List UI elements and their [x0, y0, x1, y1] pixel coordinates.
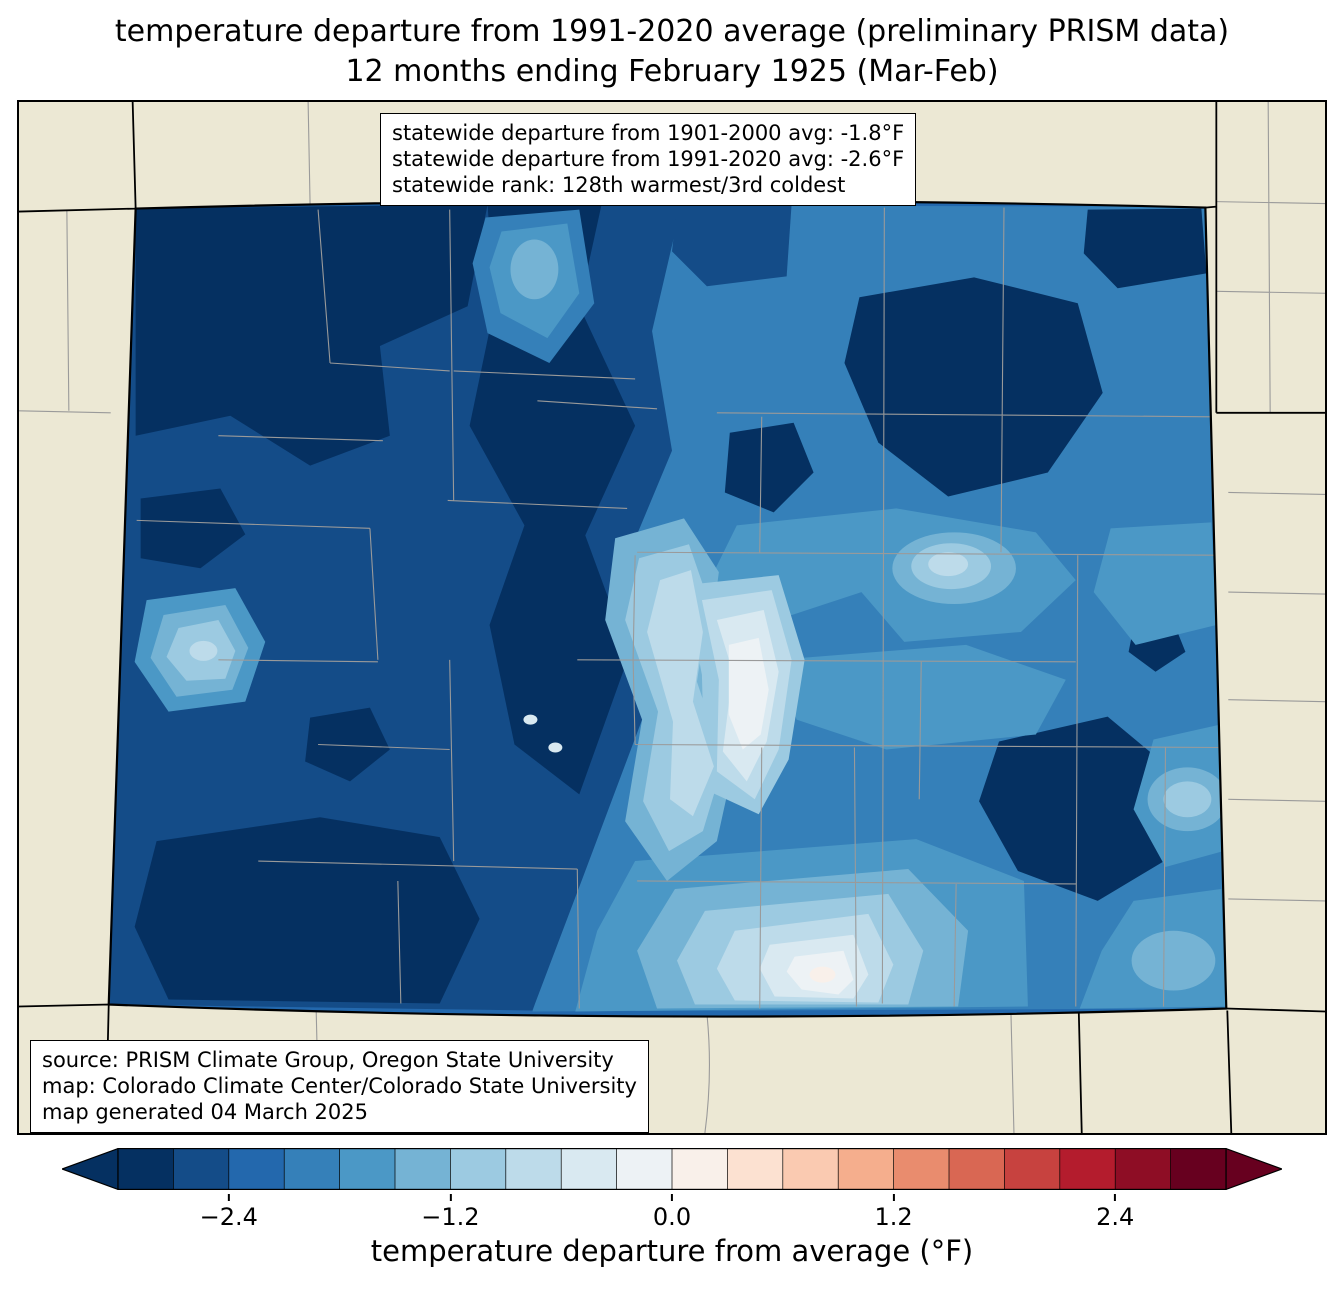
colorbar-segment [505, 1148, 562, 1190]
colorado-anomaly-map [19, 102, 1325, 1133]
contour-region [728, 637, 769, 750]
colorbar: −2.4 −1.2 0.0 1.2 2.4 [60, 1147, 1284, 1234]
colorbar-bar [60, 1147, 1284, 1191]
contour-region [510, 239, 559, 300]
colorbar-segment [450, 1148, 507, 1190]
tick-label: −2.4 [199, 1203, 258, 1231]
colorbar-segment [616, 1148, 673, 1190]
contour-region [523, 714, 538, 725]
contour-region [1131, 930, 1216, 991]
contour-fills [108, 200, 1227, 1017]
tick-label: 0.0 [652, 1203, 692, 1231]
colorbar-tick: 1.2 [875, 1194, 913, 1231]
contour-region [1083, 208, 1207, 289]
stats-box: statewide departure from 1901-2000 avg: … [380, 113, 917, 207]
colorbar-segment [339, 1148, 396, 1190]
tick-mark [1114, 1194, 1117, 1201]
colorbar-over-arrow [1225, 1147, 1284, 1191]
contour-region [724, 422, 814, 513]
contour-region [140, 488, 246, 569]
colorbar-segment [228, 1148, 285, 1190]
colorbar-segment [893, 1148, 950, 1190]
contour-region [189, 640, 218, 661]
contour-region [979, 716, 1173, 901]
tick-mark [227, 1194, 230, 1201]
contour-region [469, 201, 636, 795]
colorbar-segment [949, 1148, 1005, 1190]
tick-mark [670, 1194, 673, 1201]
map-frame: statewide departure from 1901-2000 avg: … [17, 100, 1327, 1135]
colorbar-segment [1004, 1148, 1061, 1190]
colorbar-segment [1059, 1148, 1116, 1190]
title-line-1: temperature departure from 1991-2020 ave… [114, 14, 1230, 49]
colorbar-segment [727, 1148, 784, 1190]
contour-region [809, 966, 836, 983]
tick-label: −1.2 [421, 1203, 480, 1231]
contour-region [305, 707, 390, 782]
colorbar-tick: 0.0 [653, 1194, 691, 1231]
source-box: source: PRISM Climate Group, Oregon Stat… [30, 1040, 649, 1134]
stats-line-3: statewide rank: 128th warmest/3rd coldes… [392, 173, 846, 198]
county-line [136, 207, 1221, 1009]
colorbar-outline [117, 1148, 1227, 1190]
contour-region [844, 277, 1103, 497]
contour-region [134, 817, 480, 1004]
contour-level-0 [134, 201, 1207, 1004]
source-line-3: map generated 04 March 2025 [42, 1100, 369, 1125]
title-line-2: 12 months ending February 1925 (Mar-Feb) [345, 53, 999, 89]
colorbar-tick: −1.2 [421, 1194, 480, 1231]
page-title: temperature departure from 1991-2020 ave… [0, 0, 1344, 91]
colorbar-segment [395, 1148, 451, 1190]
colorbar-ticks: −2.4 −1.2 0.0 1.2 2.4 [62, 1194, 1282, 1234]
contour-region [1163, 781, 1212, 818]
contour-region [647, 570, 714, 817]
colorbar-segment [173, 1148, 230, 1190]
colorbar-segment [838, 1148, 895, 1190]
colorbar-segment [1170, 1148, 1227, 1190]
source-line-1: source: PRISM Climate Group, Oregon Stat… [42, 1048, 614, 1072]
contour-region [135, 204, 488, 466]
stats-line-2: statewide departure from 1991-2020 avg: … [392, 147, 905, 172]
contour-region [548, 742, 563, 753]
colorbar-segment [284, 1148, 341, 1190]
tick-mark [449, 1194, 452, 1201]
county-borders [136, 207, 1221, 1009]
contour-region [672, 203, 792, 287]
tick-mark [892, 1194, 895, 1201]
colorbar-axis-label: temperature departure from average (°F) [370, 1234, 974, 1268]
colorbar-segment [1115, 1148, 1172, 1190]
source-line-2: map: Colorado Climate Center/Colorado St… [42, 1074, 637, 1099]
colorbar-tick: 2.4 [1096, 1194, 1134, 1231]
tick-label: 2.4 [1096, 1203, 1135, 1231]
contour-region [928, 552, 969, 577]
contour-level-10 [809, 966, 836, 983]
colorbar-segment [782, 1148, 839, 1190]
colorbar-segment [672, 1148, 728, 1190]
colorbar-tick: −2.4 [200, 1194, 258, 1231]
stats-line-1: statewide departure from 1901-2000 avg: … [392, 121, 905, 145]
colorbar-segment [561, 1148, 618, 1190]
tick-label: 1.2 [874, 1203, 913, 1231]
colorbar-under-arrow [60, 1147, 119, 1191]
colorbar-segment [118, 1148, 174, 1190]
contour-region [1093, 522, 1217, 645]
